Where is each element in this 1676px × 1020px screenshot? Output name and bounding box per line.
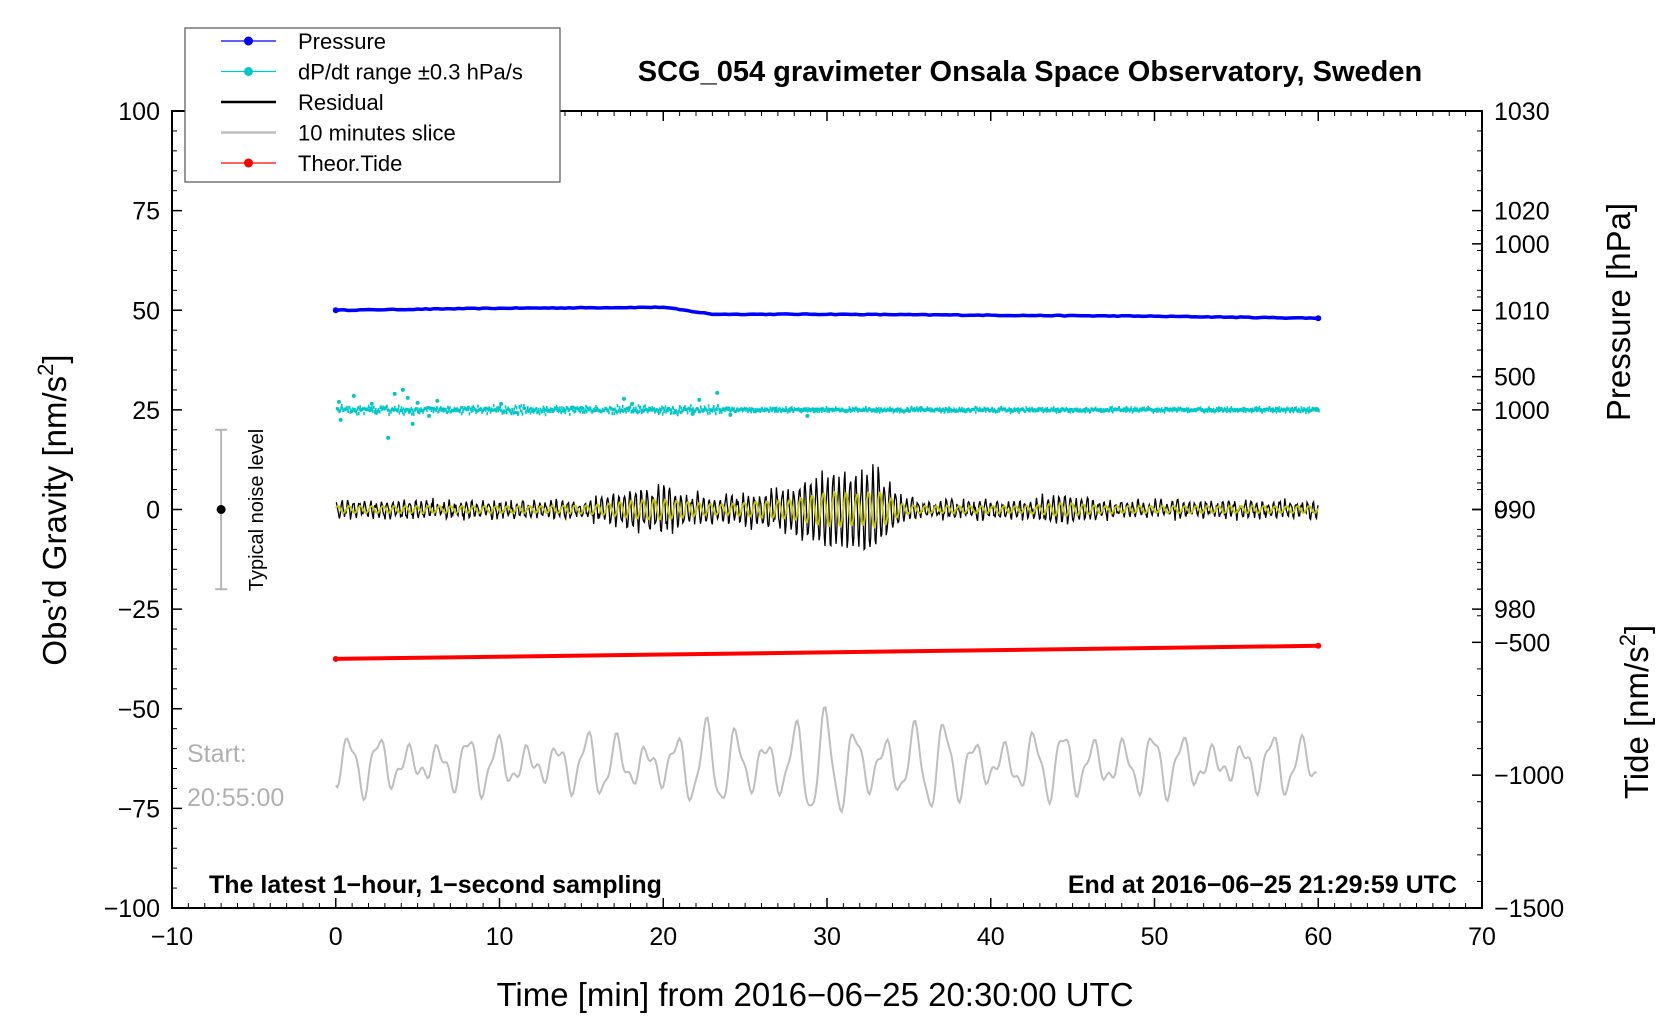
left-tick-label: −100: [104, 895, 160, 923]
dpdt-point: [369, 401, 374, 406]
noise-bar-center: [216, 505, 226, 514]
dpdt-point: [405, 395, 410, 400]
chart-title: SCG_054 gravimeter Onsala Space Observat…: [638, 56, 1422, 88]
dpdt-point: [630, 401, 635, 406]
legend-label: Residual: [298, 90, 384, 115]
tide-point: [332, 655, 339, 662]
dpdt-point: [621, 396, 626, 401]
tide-axis-title: Tide [nm/s2]: [1615, 625, 1655, 799]
left-tick-label: −75: [118, 795, 160, 823]
tide-tick-label: −1000: [1494, 762, 1564, 790]
pressure-point: [1315, 315, 1322, 322]
left-tick-label: 75: [132, 198, 160, 226]
legend-marker: [244, 36, 253, 46]
tide-tick-label: −500: [1494, 629, 1550, 657]
pressure-point: [332, 307, 339, 314]
tide-tick-label: 0: [1494, 497, 1508, 525]
x-tick-label: 60: [1304, 923, 1332, 951]
noise-level-label: Typical noise level: [246, 429, 268, 591]
legend: Pressure dP/dt range ±0.3 hPa/s Residual 10…: [184, 27, 561, 183]
tide-tick-label: 500: [1494, 364, 1536, 392]
dpdt-series: [335, 387, 1320, 440]
tide-tick-label: −1500: [1494, 895, 1564, 923]
x-tick-label: 40: [977, 923, 1005, 951]
legend-box: [184, 27, 561, 183]
dpdt-point: [386, 435, 391, 440]
dpdt-point: [415, 400, 420, 405]
dpdt-point: [435, 398, 440, 403]
residual-line: [335, 464, 1319, 552]
left-tick-label: 25: [132, 397, 160, 425]
pressure-line: [335, 305, 1319, 321]
x-tick-label: 70: [1468, 923, 1496, 951]
dpdt-point: [715, 390, 720, 395]
x-axis-ticks: −10 0 10 20 30 40 50 60 70: [151, 111, 1496, 951]
pressure-tick-label: 1030: [1494, 98, 1550, 126]
x-tick-label: 20: [649, 923, 677, 951]
dpdt-point: [728, 412, 733, 417]
slice-line: [335, 706, 1318, 814]
left-tick-label: 0: [146, 497, 160, 525]
pressure-axis-ticks: 1030 1020 1010 1000 990 980: [1472, 98, 1550, 624]
dpdt-point: [351, 393, 356, 398]
x-tick-label: 50: [1141, 923, 1169, 951]
pressure-axis-title: Pressure [hPa]: [1600, 203, 1637, 421]
legend-label: Theor.Tide: [298, 151, 402, 176]
left-axis-title: Obs’d Gravity [nm/s2]: [33, 354, 73, 665]
x-axis-title: Time [min] from 2016−06−25 20:30:00 UTC: [496, 976, 1133, 1013]
typical-noise-bar: [215, 428, 228, 591]
legend-marker: [244, 67, 253, 76]
dpdt-point: [400, 387, 405, 392]
dpdt-point: [427, 413, 432, 418]
tide-axis-ticks: 1000 500 0 −500 −1000 −1500: [1472, 231, 1564, 923]
dpdt-point: [499, 401, 504, 406]
left-tick-label: 100: [118, 98, 160, 126]
pressure-tick-label: 1010: [1494, 297, 1550, 325]
theoretical-tide-series: [332, 642, 1322, 662]
dpdt-point: [690, 411, 695, 416]
dpdt-band: [335, 403, 1320, 417]
pressure-tick-label: 980: [1494, 596, 1536, 624]
left-tick-label: 50: [132, 297, 160, 325]
tide-tick-label: 1000: [1494, 231, 1550, 259]
legend-label: 10 minutes slice: [298, 121, 456, 146]
start-label: Start:: [187, 740, 247, 768]
x-tick-label: 10: [486, 923, 514, 951]
sampling-note: The latest 1−hour, 1−second sampling: [209, 871, 662, 899]
pressure-series: [332, 305, 1322, 322]
residual-series: [334, 464, 1319, 552]
left-tick-label: −25: [118, 596, 160, 624]
dpdt-point: [410, 421, 415, 426]
tide-point: [1315, 642, 1322, 649]
legend-marker: [244, 158, 253, 168]
legend-label: Pressure: [298, 29, 386, 54]
dpdt-point: [805, 413, 810, 418]
tide-line: [335, 643, 1319, 661]
left-tick-label: −50: [118, 696, 160, 724]
start-time: 20:55:00: [187, 784, 284, 812]
ten-minute-slice-series: [335, 706, 1318, 814]
dpdt-point: [697, 397, 702, 402]
dpdt-point: [338, 417, 343, 422]
legend-label: dP/dt range ±0.3 hPa/s: [298, 60, 523, 85]
pressure-tick-label: 1000: [1494, 397, 1550, 425]
x-tick-label: 0: [329, 923, 343, 951]
dpdt-point: [337, 399, 342, 404]
dpdt-point: [392, 391, 397, 396]
x-tick-label: −10: [151, 923, 193, 951]
x-tick-label: 30: [813, 923, 841, 951]
end-time-note: End at 2016−06−25 21:29:59 UTC: [1068, 871, 1457, 899]
left-axis-ticks: 100 75 50 25 0 −25 −50 −75 −100: [104, 98, 182, 923]
pressure-tick-label: 1020: [1494, 198, 1550, 226]
residual-smoothed-line: [334, 490, 1319, 529]
pressure-tick-label: 990: [1494, 497, 1536, 525]
